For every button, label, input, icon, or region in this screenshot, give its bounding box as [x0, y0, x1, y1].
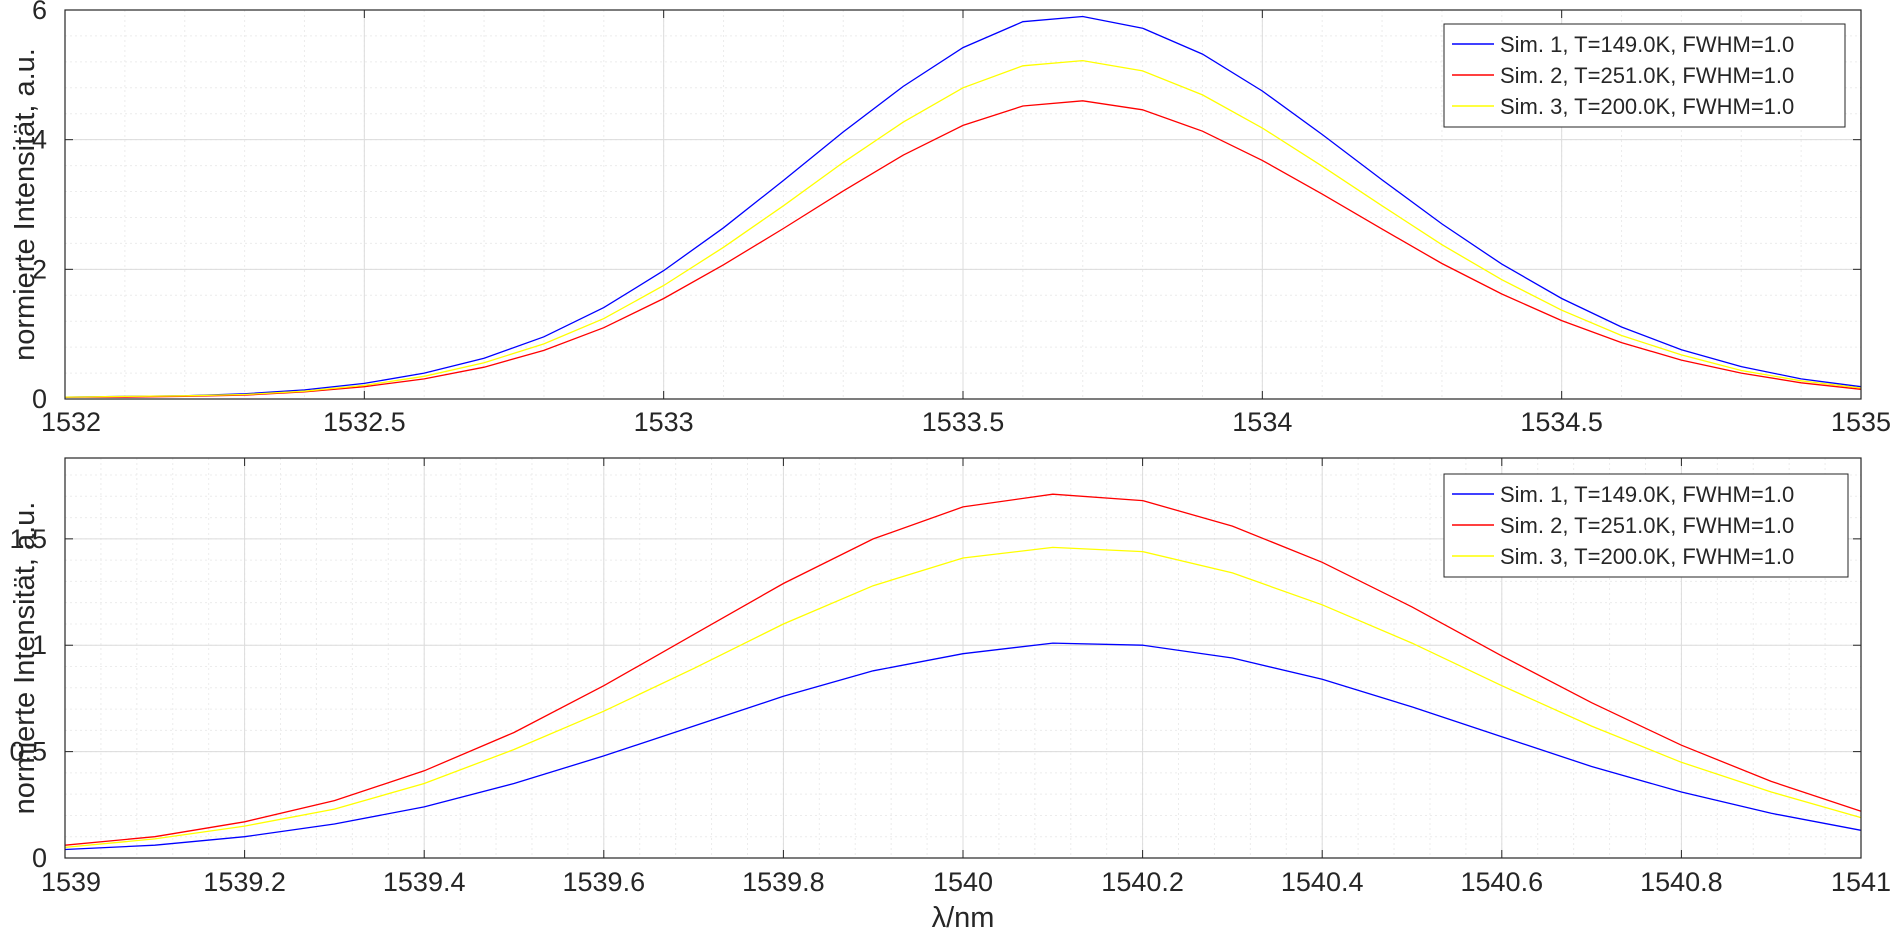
series-line-2 — [64, 493, 1862, 846]
legend-label-1: Sim. 1, T=149.0K, FWHM=1.0 — [1500, 482, 1794, 507]
series-line-1 — [64, 642, 1862, 851]
series-lines — [64, 15, 1862, 398]
legend-box — [1443, 23, 1846, 128]
legend-label-3: Sim. 3, T=200.0K, FWHM=1.0 — [1500, 94, 1794, 119]
y-tick-label: 0 — [32, 843, 47, 873]
y-tick-label: 4 — [32, 125, 47, 155]
legend-box — [1443, 473, 1849, 578]
x-tick-label: 1540.8 — [1640, 867, 1723, 897]
y-axis-label: normierte Intensität, a.u. — [9, 48, 41, 361]
x-tick-label: 1540.6 — [1461, 867, 1544, 897]
x-tick-label: 1534.5 — [1520, 407, 1603, 437]
series-line-3 — [64, 546, 1862, 849]
series-line-2 — [65, 100, 1862, 398]
series-line-3 — [64, 59, 1862, 398]
x-tick-label: 1539.2 — [203, 867, 286, 897]
series-lines — [64, 493, 1862, 851]
y-tick-label: 0 — [32, 384, 47, 414]
grid — [64, 9, 1862, 400]
y-tick-label: 0.5 — [9, 737, 47, 767]
x-tick-label: 1540 — [933, 867, 993, 897]
y-tick-label: 1 — [32, 630, 47, 660]
x-tick-label: 1535 — [1831, 407, 1891, 437]
series-line-1 — [64, 15, 1862, 398]
x-tick-label: 1533 — [634, 407, 694, 437]
x-tick-label: 1541 — [1831, 867, 1891, 897]
x-tick-label: 1540.2 — [1101, 867, 1184, 897]
y-tick-label: 6 — [32, 0, 47, 25]
x-tick-label: 1539.8 — [742, 867, 825, 897]
x-tick-label: 1539.4 — [383, 867, 466, 897]
x-tick-label: 1539 — [41, 867, 101, 897]
x-tick-label: 1534 — [1232, 407, 1292, 437]
bottom-plot: 1539 1539.2 1539.4 1539.6 1539.8 1540 1540.2 15… — [9, 457, 1891, 934]
top-plot: 1532 1532.5 1533 1533.5 1534 1534.5 1535 0 2 4 6 no… — [9, 0, 1891, 437]
y-tick-label: 1.5 — [9, 524, 47, 554]
legend-label-2: Sim. 2, T=251.0K, FWHM=1.0 — [1500, 513, 1794, 538]
x-tick-label: 1539.6 — [563, 867, 646, 897]
x-tick-label: 1540.4 — [1281, 867, 1364, 897]
x-axis-label: λ/nm — [932, 902, 995, 934]
x-tick-label: 1532 — [41, 407, 101, 437]
legend-label-2: Sim. 2, T=251.0K, FWHM=1.0 — [1500, 63, 1794, 88]
legend: Sim. 1, T=149.0K, FWHM=1.0 Sim. 2, T=251.… — [1443, 473, 1849, 578]
legend-label-1: Sim. 1, T=149.0K, FWHM=1.0 — [1500, 32, 1794, 57]
x-tick-label: 1532.5 — [323, 407, 406, 437]
legend-label-3: Sim. 3, T=200.0K, FWHM=1.0 — [1500, 544, 1794, 569]
x-tick-label: 1533.5 — [922, 407, 1005, 437]
y-axis-label: normierte Intensität, a.u. — [9, 502, 41, 815]
legend: Sim. 1, T=149.0K, FWHM=1.0 Sim. 2, T=251.… — [1443, 23, 1846, 128]
y-tick-label: 2 — [32, 254, 47, 284]
